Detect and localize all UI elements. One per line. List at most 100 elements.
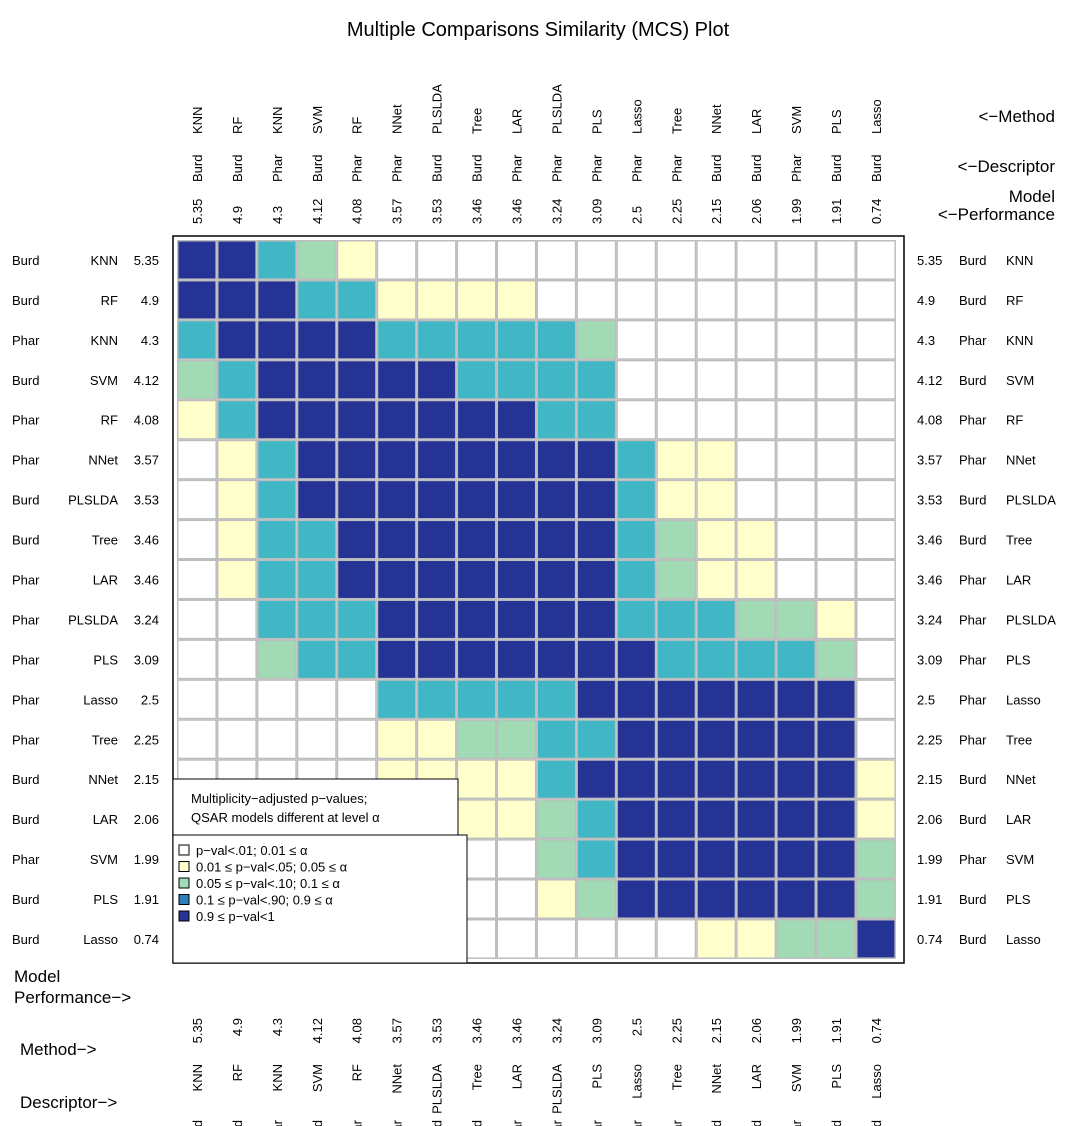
heatmap-cell — [696, 479, 737, 520]
heatmap-cell — [296, 719, 337, 760]
heatmap-cell — [376, 439, 417, 480]
heatmap-cell — [776, 479, 817, 520]
bottom-descriptor-label: Phar — [350, 1119, 365, 1126]
bottom-method-label: SVM — [789, 1064, 804, 1092]
heatmap-cell — [696, 799, 737, 840]
right-descriptor-label: Burd — [959, 253, 986, 268]
top-performance-label: 5.35 — [190, 199, 205, 224]
heatmap-cell — [776, 719, 817, 760]
heatmap-cell — [816, 359, 856, 400]
heatmap-cell — [256, 240, 297, 280]
heatmap-cell — [696, 839, 737, 880]
heatmap-cell — [576, 399, 617, 440]
top-performance-label: 4.12 — [310, 199, 325, 224]
bottom-method-label: PLS — [589, 1064, 604, 1089]
heatmap-cell — [656, 799, 697, 840]
heatmap-cell — [416, 559, 457, 600]
right-method-label: RF — [1006, 293, 1023, 308]
right-performance-label: 3.46 — [917, 533, 942, 548]
heatmap-cell — [336, 439, 377, 480]
bottom-descriptor-label: Burd — [430, 1120, 445, 1126]
heatmap-cell — [576, 559, 617, 600]
right-performance-label: 3.46 — [917, 572, 942, 587]
heatmap-cell — [855, 599, 896, 640]
left-method-label: LAR — [93, 572, 118, 587]
top-method-label: PLSLDA — [549, 84, 564, 134]
heatmap-cell — [456, 399, 497, 440]
heatmap-cell — [496, 839, 537, 880]
heatmap-cell — [656, 479, 697, 520]
left-performance-label: 0.74 — [134, 932, 159, 947]
heatmap-cell — [776, 319, 817, 360]
heatmap-cell — [216, 639, 257, 680]
bottom-performance-label: 3.24 — [549, 1018, 564, 1043]
heatmap-cell — [696, 359, 737, 400]
heatmap-cell — [416, 319, 457, 360]
bottom-method-label: KNN — [190, 1064, 205, 1091]
bottom-descriptor-label: Burd — [310, 1120, 325, 1126]
top-descriptor-label: Burd — [709, 155, 724, 182]
top-method-label: PLSLDA — [430, 84, 445, 134]
right-descriptor-label: Burd — [959, 533, 986, 548]
heatmap-cell — [855, 319, 896, 360]
heatmap-cell — [616, 279, 657, 320]
right-descriptor-label: Phar — [959, 572, 987, 587]
heatmap-cell — [456, 519, 497, 560]
legend-entry-label: 0.01 ≤ p−val<.05; 0.05 ≤ α — [196, 860, 348, 875]
top-method-label: NNet — [390, 104, 405, 134]
plot-frame — [172, 235, 905, 964]
heatmap-cell — [376, 519, 417, 560]
right-method-label: KNN — [1006, 253, 1033, 268]
heatmap-cell — [177, 639, 217, 680]
heatmap-cell — [736, 918, 777, 959]
heatmap-cell — [536, 719, 577, 760]
heatmap-cell — [576, 519, 617, 560]
bottom-method-label: Lasso — [869, 1064, 884, 1099]
heatmap-cell — [696, 439, 737, 480]
right-method-label: KNN — [1006, 333, 1033, 348]
heatmap-cell — [256, 559, 297, 600]
heatmap-cell — [736, 319, 777, 360]
heatmap-cell — [736, 879, 777, 919]
right-method-label: SVM — [1006, 852, 1034, 867]
bottom-method-header: Method−> — [20, 1040, 97, 1059]
heatmap-cell — [855, 519, 896, 560]
heatmap-cell — [456, 359, 497, 400]
heatmap-cell — [456, 679, 497, 720]
left-method-label: LAR — [93, 812, 118, 827]
heatmap-cell — [216, 399, 257, 440]
heatmap-cell — [536, 559, 577, 600]
heatmap-cell — [416, 679, 457, 720]
left-descriptor-label: Phar — [12, 692, 40, 707]
left-descriptor-label: Burd — [12, 253, 39, 268]
top-descriptor-label: Burd — [869, 155, 884, 182]
heatmap-cell — [656, 319, 697, 360]
heatmap-cell — [496, 240, 537, 280]
heatmap-cell — [456, 639, 497, 680]
heatmap-cell — [736, 359, 777, 400]
heatmap-cell — [376, 319, 417, 360]
heatmap-cell — [296, 639, 337, 680]
top-performance-label: 3.46 — [509, 199, 524, 224]
right-descriptor-label: Phar — [959, 652, 987, 667]
top-descriptor-label: Burd — [230, 155, 245, 182]
heatmap-cell — [736, 799, 777, 840]
bottom-method-label: SVM — [310, 1064, 325, 1092]
heatmap-cell — [616, 879, 657, 919]
bottom-descriptor-label: Phar — [390, 1119, 405, 1126]
heatmap-cell — [216, 359, 257, 400]
heatmap-cell — [855, 359, 896, 400]
left-descriptor-label: Phar — [12, 612, 40, 627]
left-descriptor-label: Burd — [12, 932, 39, 947]
heatmap-cell — [456, 759, 497, 800]
bottom-performance-label: 3.09 — [589, 1018, 604, 1043]
heatmap-cell — [536, 599, 577, 640]
right-method-label: Tree — [1006, 732, 1032, 747]
right-descriptor-label: Burd — [959, 373, 986, 388]
heatmap-cell — [576, 918, 617, 959]
heatmap-cell — [855, 559, 896, 600]
heatmap-cell — [855, 399, 896, 440]
right-performance-label: 3.53 — [917, 493, 942, 508]
heatmap-cell — [656, 559, 697, 600]
heatmap-cell — [256, 599, 297, 640]
